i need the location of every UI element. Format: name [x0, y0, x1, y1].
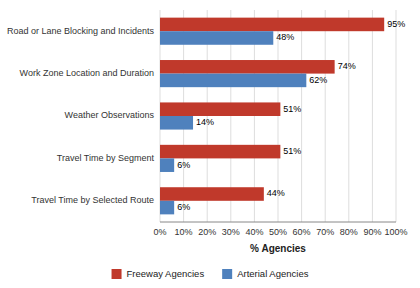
- bar: [160, 31, 273, 45]
- bar: [160, 102, 280, 116]
- tick-label: 50%: [269, 227, 287, 237]
- bar: [160, 18, 384, 32]
- x-axis-label: % Agencies: [250, 243, 306, 254]
- chart: Road or Lane Blocking and Incidents Work …: [0, 0, 420, 288]
- tick-label: 20%: [198, 227, 216, 237]
- data-labels: 95% 74% 51% 51% 44% 48% 62% 14% 6% 6%: [177, 19, 405, 212]
- legend-swatch: [222, 269, 232, 279]
- legend-label: Freeway Agencies: [127, 268, 205, 279]
- tick-label: 70%: [316, 227, 334, 237]
- legend-label: Arterial Agencies: [237, 268, 309, 279]
- bar: [160, 60, 335, 74]
- grid-line: [325, 10, 326, 222]
- tick-label: 100%: [384, 227, 407, 237]
- bars: [160, 18, 384, 215]
- data-label: 95%: [387, 19, 405, 29]
- grid-line: [372, 10, 373, 222]
- tick-label: 90%: [363, 227, 381, 237]
- tick-label: 40%: [245, 227, 263, 237]
- data-label: 6%: [177, 202, 190, 212]
- grid-line: [348, 10, 349, 222]
- category-label: Road or Lane Blocking and Incidents: [7, 26, 155, 36]
- bar: [160, 187, 264, 201]
- x-axis: 0% 10% 20% 30% 40% 50% 60% 70% 80% 90%100%: [153, 222, 407, 237]
- bar: [160, 145, 280, 159]
- category-label: Weather Observations: [65, 110, 155, 120]
- tick-label: 30%: [222, 227, 240, 237]
- tick-label: 60%: [293, 227, 311, 237]
- background: [0, 0, 420, 288]
- category-label: Travel Time by Segment: [57, 153, 155, 163]
- data-label: 48%: [276, 32, 294, 42]
- data-label: 74%: [338, 61, 356, 71]
- legend: Freeway Agencies Arterial Agencies: [112, 268, 309, 279]
- grid: [160, 10, 396, 222]
- data-label: 51%: [283, 104, 301, 114]
- x-axis-line: [160, 222, 396, 223]
- category-label: Travel Time by Selected Route: [31, 195, 154, 205]
- data-label: 6%: [177, 160, 190, 170]
- data-label: 62%: [309, 75, 327, 85]
- bar: [160, 158, 174, 172]
- bar: [160, 201, 174, 215]
- category-label: Work Zone Location and Duration: [20, 68, 154, 78]
- bar: [160, 74, 306, 88]
- tick-label: 80%: [340, 227, 358, 237]
- data-label: 44%: [267, 188, 285, 198]
- data-label: 51%: [283, 146, 301, 156]
- tick-label: 10%: [175, 227, 193, 237]
- tick-label: 0%: [153, 227, 166, 237]
- data-label: 14%: [196, 117, 214, 127]
- y-axis: Road or Lane Blocking and Incidents Work …: [7, 26, 155, 206]
- grid-line: [396, 10, 397, 222]
- legend-swatch: [112, 269, 122, 279]
- grid-line: [301, 10, 302, 222]
- bar: [160, 116, 193, 130]
